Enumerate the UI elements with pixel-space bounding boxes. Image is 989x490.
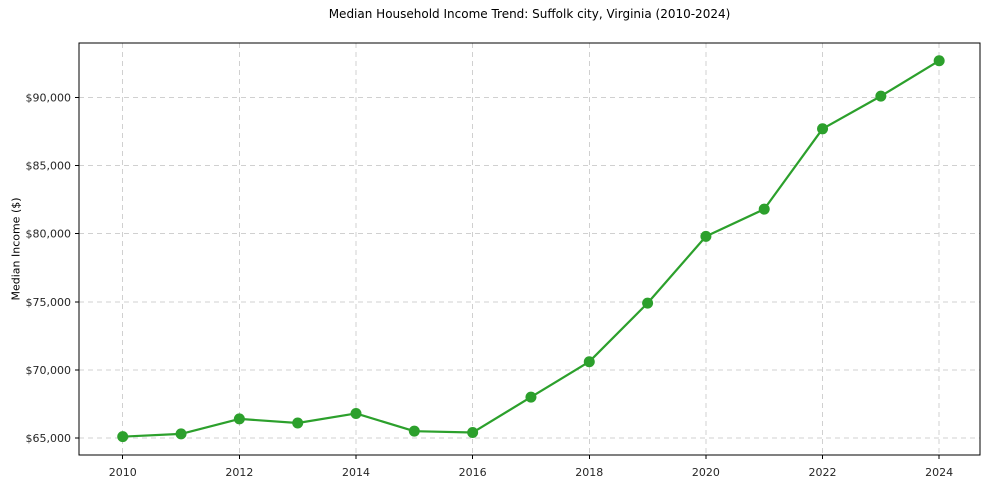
y-tick-label-80000: $80,000 xyxy=(26,228,72,241)
trend-line xyxy=(121,59,941,438)
data-point-2021 xyxy=(758,203,770,215)
x-tick-label-2022: 2022 xyxy=(809,466,837,479)
data-point-2019 xyxy=(642,297,654,309)
data-point-2023 xyxy=(875,90,887,102)
data-point-2020 xyxy=(700,230,712,242)
plot-border xyxy=(78,42,981,456)
x-tick-label-2014: 2014 xyxy=(342,466,370,479)
x-tick-label-2024: 2024 xyxy=(925,466,953,479)
data-point-2016 xyxy=(467,427,479,439)
data-point-2015 xyxy=(408,425,420,437)
x-tick-label-2012: 2012 xyxy=(225,466,253,479)
data-point-2018 xyxy=(583,356,595,368)
data-point-2022 xyxy=(817,123,829,135)
y-tick-label-65000: $65,000 xyxy=(26,432,72,445)
x-tick-label-2016: 2016 xyxy=(459,466,487,479)
x-tick-label-2018: 2018 xyxy=(575,466,603,479)
y-tick-label-70000: $70,000 xyxy=(26,364,72,377)
data-point-2013 xyxy=(292,417,304,429)
data-point-2011 xyxy=(175,428,187,440)
y-tick-label-75000: $75,000 xyxy=(26,296,72,309)
data-point-2017 xyxy=(525,391,537,403)
y-tick-label-90000: $90,000 xyxy=(26,91,72,104)
data-point-2014 xyxy=(350,407,362,419)
data-point-2010 xyxy=(117,431,129,443)
data-point-2012 xyxy=(233,413,245,425)
data-point-2024 xyxy=(933,55,945,67)
chart-title: Median Household Income Trend: Suffolk c… xyxy=(328,7,731,21)
x-tick-label-2010: 2010 xyxy=(109,466,137,479)
x-tick-label-2020: 2020 xyxy=(692,466,720,479)
y-tick-label-85000: $85,000 xyxy=(26,160,72,173)
